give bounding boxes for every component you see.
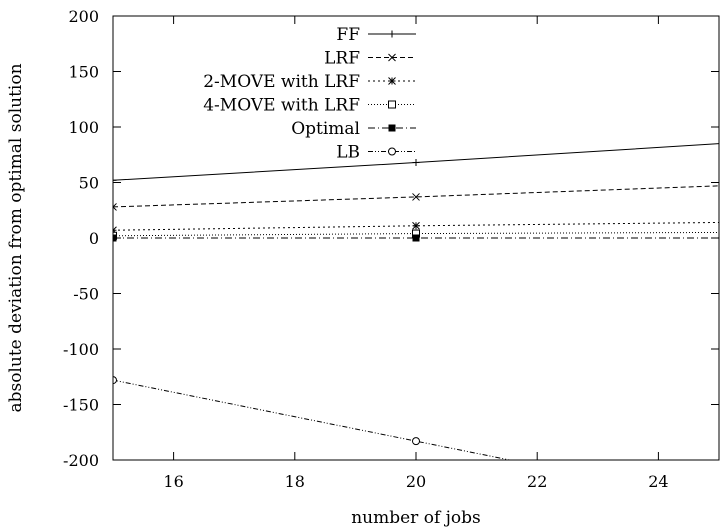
marker-circle-open [388,147,396,156]
marker-square [412,234,420,242]
marker-plus [388,30,396,38]
x-tick-label: 24 [648,472,668,491]
marker-cross [388,53,396,62]
legend-entry: LRF [324,49,416,69]
legend-label: 4-MOVE with LRF [203,96,360,116]
legend-label: LRF [324,49,360,69]
legend-label: LB [336,143,360,163]
marker-square-filled [388,124,396,132]
legend-entry: 4-MOVE with LRF [203,96,416,116]
plot-frame [112,15,720,461]
legend: FF LRF 2-MOVE with LRF 4-MOVE with LRF Optim… [203,25,416,163]
marker-stroke [412,193,420,201]
x-axis-ticks: 16 18 20 22 24 [163,16,669,491]
legend-label: FF [336,25,360,45]
marker-cross [412,193,420,201]
y-tick-label: 200 [68,7,99,26]
y-tick-label: -100 [63,340,99,359]
series-lrf [113,185,719,211]
y-axis-ticks: 200 150 100 50 0 -50 -100 -150 -200 [63,7,719,470]
marker-circle [388,147,396,156]
series-ff [113,143,719,184]
marker-stroke [388,53,396,62]
marker-square [388,124,396,132]
marker-circle [412,437,420,446]
marker-square-open [388,100,396,109]
legend-label: Optimal [291,119,360,139]
y-tick-label: 0 [89,229,99,248]
x-tick-label: 20 [406,472,426,491]
legend-label: 2-MOVE with LRF [203,72,360,92]
plot-area [113,143,719,460]
y-tick-label: -50 [73,285,99,304]
marker-star [412,221,420,230]
x-tick-label: 16 [163,472,183,491]
marker-plus [412,159,420,167]
marker-square [113,234,117,242]
legend-entry: 2-MOVE with LRF [203,72,416,92]
marker-circle [113,376,117,385]
marker-circle-open [113,376,117,385]
legend-entry: Optimal [291,119,416,139]
marker-stroke [113,203,117,208]
x-tick-label: 22 [527,472,547,491]
y-tick-label: 150 [68,63,99,82]
marker-stroke [388,77,396,85]
series-lb [113,376,513,460]
y-axis-label: absolute deviation from optimal solution [6,63,26,412]
legend-entry: LB [336,143,416,163]
marker-square [388,100,396,109]
marker-stroke [113,206,117,211]
marker-square-filled [412,234,420,242]
marker-cross [113,203,117,211]
y-tick-label: -150 [63,396,99,415]
y-tick-label: -200 [63,451,99,470]
y-tick-label: 50 [79,174,99,193]
marker-square-filled [113,234,117,242]
marker-circle-open [412,437,420,446]
series-line [113,221,719,231]
marker-stroke [113,226,117,231]
x-tick-label: 18 [285,472,305,491]
x-axis-label: number of jobs [351,508,481,528]
marker-star [388,77,396,85]
legend-entry: FF [336,25,416,45]
series-line [113,185,719,208]
marker-plus [113,176,117,184]
y-tick-label: 100 [68,118,99,137]
marker-stroke [412,221,420,230]
series-optimal [113,234,719,242]
